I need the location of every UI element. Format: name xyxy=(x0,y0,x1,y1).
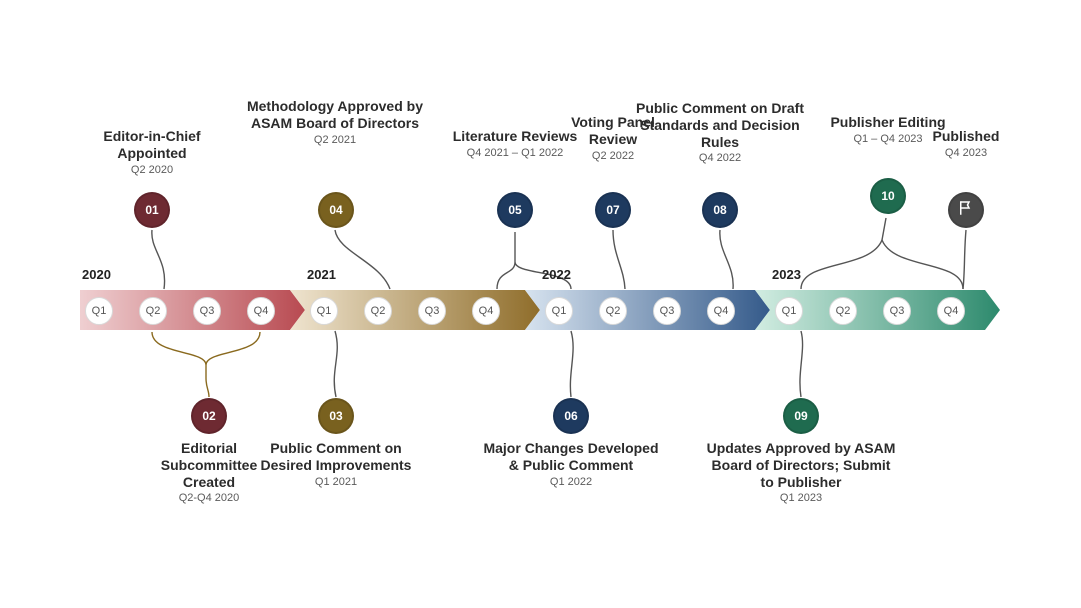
year-label: 2020 xyxy=(82,267,111,282)
node-03: 03 xyxy=(318,398,354,434)
quarter-marker: Q4 xyxy=(937,297,965,325)
node-01: 01 xyxy=(134,192,170,228)
milestone: Published Q4 2023 xyxy=(916,128,1016,159)
year-label: 2023 xyxy=(772,267,801,282)
milestone: Editor-in-Chief Appointed Q2 2020 xyxy=(82,128,222,176)
quarter-marker: Q2 xyxy=(829,297,857,325)
milestone-title: Updates Approved by ASAM Board of Direct… xyxy=(706,440,896,490)
milestone: Updates Approved by ASAM Board of Direct… xyxy=(706,440,896,504)
node-10: 10 xyxy=(870,178,906,214)
quarter-marker: Q3 xyxy=(883,297,911,325)
node-08: 08 xyxy=(702,192,738,228)
node-07: 07 xyxy=(595,192,631,228)
milestone-title: Major Changes Developed & Public Comment xyxy=(481,440,661,474)
milestone-date: Q4 2022 xyxy=(630,152,810,164)
milestone-date: Q2 2020 xyxy=(82,164,222,176)
node-04: 04 xyxy=(318,192,354,228)
quarter-marker: Q1 xyxy=(85,297,113,325)
quarter-marker: Q4 xyxy=(472,297,500,325)
node-final-flag-icon xyxy=(948,192,984,228)
milestone: Methodology Approved by ASAM Board of Di… xyxy=(240,98,430,146)
milestone: Public Comment on Draft Standards and De… xyxy=(630,100,810,164)
quarter-marker: Q2 xyxy=(139,297,167,325)
quarter-marker: Q3 xyxy=(418,297,446,325)
node-06: 06 xyxy=(553,398,589,434)
quarter-marker: Q1 xyxy=(545,297,573,325)
milestone: Public Comment on Desired Improvements Q… xyxy=(251,440,421,488)
quarter-marker: Q4 xyxy=(707,297,735,325)
node-09: 09 xyxy=(783,398,819,434)
milestone-title: Methodology Approved by ASAM Board of Di… xyxy=(240,98,430,132)
milestone-date: Q4 2023 xyxy=(916,147,1016,159)
quarter-marker: Q1 xyxy=(775,297,803,325)
milestone-date: Q2-Q4 2020 xyxy=(134,492,284,504)
node-05: 05 xyxy=(497,192,533,228)
milestone-date: Q2 2021 xyxy=(240,134,430,146)
milestone-date: Q1 2021 xyxy=(251,476,421,488)
timeline-infographic: 2020 2021 2022 2023 Q1 Q2 Q3 Q4 Q1 Q2 Q3… xyxy=(0,0,1081,608)
quarter-marker: Q2 xyxy=(364,297,392,325)
milestone-title: Published xyxy=(916,128,1016,145)
node-02: 02 xyxy=(191,398,227,434)
milestone-title: Public Comment on Desired Improvements xyxy=(251,440,421,474)
quarter-marker: Q2 xyxy=(599,297,627,325)
milestone: Major Changes Developed & Public Comment… xyxy=(481,440,661,488)
milestone-date: Q1 2022 xyxy=(481,476,661,488)
milestone-date: Q1 2023 xyxy=(706,492,896,504)
quarter-marker: Q4 xyxy=(247,297,275,325)
year-label: 2021 xyxy=(307,267,336,282)
milestone-title: Editor-in-Chief Appointed xyxy=(82,128,222,162)
quarter-marker: Q3 xyxy=(193,297,221,325)
quarter-marker: Q3 xyxy=(653,297,681,325)
quarter-marker: Q1 xyxy=(310,297,338,325)
milestone-title: Public Comment on Draft Standards and De… xyxy=(630,100,810,150)
year-label: 2022 xyxy=(542,267,571,282)
